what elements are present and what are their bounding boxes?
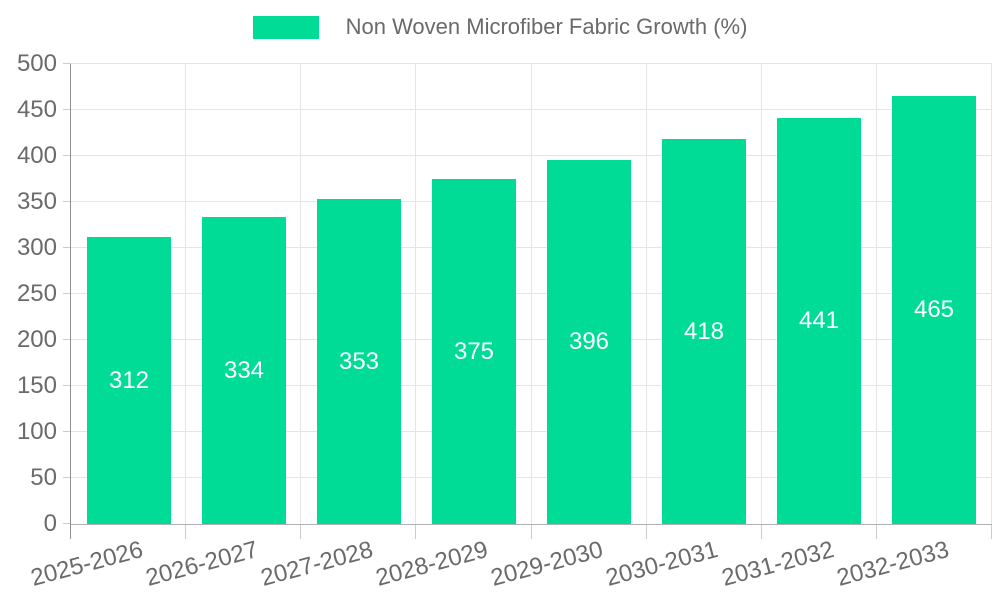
x-axis-tick-label: 2032-2033 — [833, 536, 952, 592]
x-gridline — [185, 64, 187, 524]
x-tick-mark — [875, 524, 877, 539]
y-axis-tick-label: 500 — [16, 50, 57, 77]
y-gridline — [71, 109, 992, 110]
x-axis-tick-label: 2029-2030 — [488, 536, 607, 592]
y-axis-tick-label: 400 — [16, 142, 57, 169]
bar-value-label: 312 — [108, 366, 150, 394]
x-axis-tick-label: 2030-2031 — [603, 536, 722, 592]
y-gridline — [71, 477, 992, 478]
x-gridline — [530, 64, 532, 524]
y-axis-tick-label: 0 — [43, 510, 57, 537]
y-axis-tick-label: 150 — [16, 372, 57, 399]
y-axis-tick-label: 50 — [30, 464, 57, 491]
y-axis-tick-label: 350 — [16, 188, 57, 215]
x-tick-mark — [185, 524, 187, 539]
y-gridline — [71, 201, 992, 202]
y-gridline — [71, 339, 992, 340]
y-gridline — [71, 431, 992, 432]
bar[interactable]: 334 — [202, 217, 286, 524]
y-tick-mark — [63, 63, 71, 64]
y-gridline — [71, 247, 992, 248]
y-gridline — [71, 385, 992, 386]
bar[interactable]: 418 — [662, 139, 746, 524]
x-axis-line — [71, 524, 992, 525]
bar-value-label: 375 — [453, 337, 495, 365]
y-tick-mark — [63, 431, 71, 432]
y-tick-mark — [63, 385, 71, 386]
bar-value-label: 334 — [223, 356, 265, 384]
y-gridline — [71, 155, 992, 156]
x-axis-tick-label: 2031-2032 — [718, 536, 837, 592]
x-gridline — [645, 64, 647, 524]
x-gridline — [875, 64, 877, 524]
x-axis-tick-label: 2025-2026 — [27, 536, 146, 592]
y-axis-tick-label: 250 — [16, 280, 57, 307]
x-axis-tick-label: 2028-2029 — [373, 536, 491, 592]
y-axis-line — [70, 64, 71, 539]
x-tick-mark — [645, 524, 647, 539]
bar-value-label: 441 — [798, 307, 840, 334]
bar-value-label: 418 — [683, 317, 725, 345]
bar[interactable]: 396 — [547, 160, 631, 524]
x-axis-tick-label: 2026-2027 — [142, 536, 261, 592]
x-tick-mark — [530, 524, 532, 539]
x-tick-mark — [991, 524, 992, 539]
bar[interactable]: 375 — [432, 179, 516, 524]
y-tick-mark — [63, 477, 71, 478]
x-axis-tick-label: 2027-2028 — [257, 536, 376, 592]
y-gridline — [71, 63, 992, 64]
y-tick-mark — [63, 201, 71, 202]
x-tick-mark — [760, 524, 762, 539]
x-tick-mark — [415, 524, 417, 539]
legend-swatch — [252, 15, 319, 39]
bar-value-label: 353 — [338, 347, 380, 375]
legend-label: Non Woven Microfiber Fabric Growth (%) — [345, 14, 748, 39]
bar-value-label: 396 — [568, 328, 610, 355]
bar[interactable]: 441 — [777, 118, 861, 524]
y-tick-mark — [63, 247, 71, 248]
x-gridline — [415, 64, 417, 524]
y-axis-tick-label: 300 — [16, 234, 57, 261]
y-tick-mark — [63, 293, 71, 294]
bar[interactable]: 312 — [87, 237, 171, 524]
x-tick-mark — [300, 524, 302, 539]
x-gridline — [760, 64, 762, 524]
y-tick-mark — [63, 523, 71, 524]
y-axis-tick-label: 200 — [16, 326, 57, 353]
y-axis-tick-label: 450 — [16, 96, 57, 123]
y-tick-mark — [63, 339, 71, 340]
bar[interactable]: 465 — [892, 96, 976, 524]
legend-item[interactable]: Non Woven Microfiber Fabric Growth (%) — [0, 15, 1000, 39]
y-tick-mark — [63, 109, 71, 110]
x-gridline — [991, 64, 992, 524]
x-gridline — [300, 64, 302, 524]
y-gridline — [71, 293, 992, 294]
y-tick-mark — [63, 155, 71, 156]
bar-value-label: 465 — [913, 296, 955, 323]
y-axis-tick-label: 100 — [16, 418, 57, 445]
bar[interactable]: 353 — [317, 199, 401, 524]
